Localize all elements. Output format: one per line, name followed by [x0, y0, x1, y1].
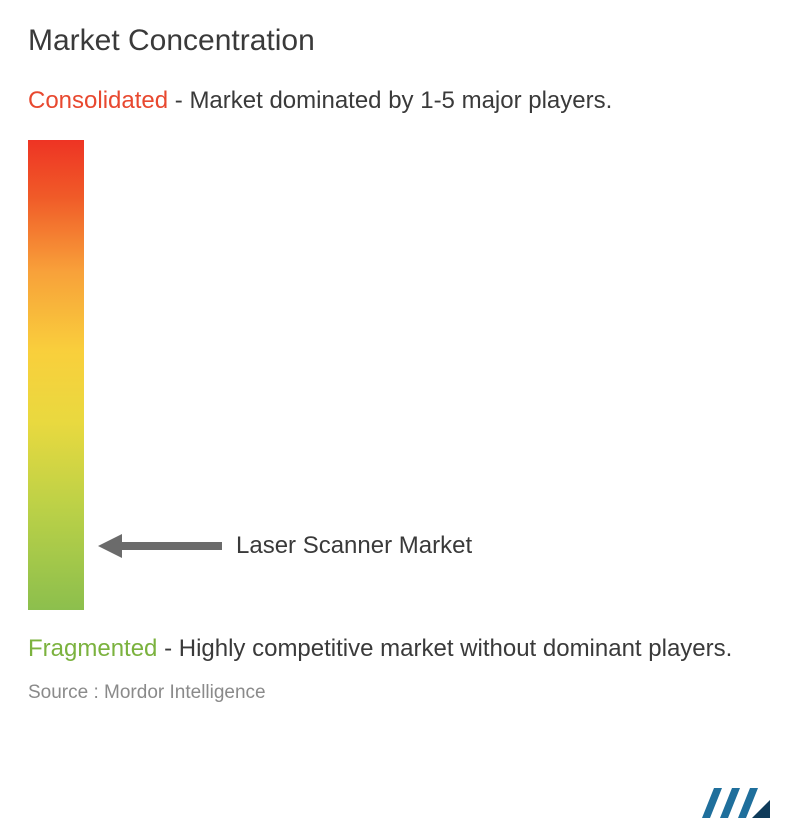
gradient-bar	[28, 140, 84, 610]
legend-consolidated-desc: - Market dominated by 1-5 major players.	[168, 87, 612, 114]
page-title: Market Concentration	[28, 24, 768, 58]
market-pointer: Laser Scanner Market	[98, 532, 472, 560]
arrow-left-icon	[98, 534, 226, 558]
legend-fragmented: Fragmented - Highly competitive market w…	[28, 634, 768, 664]
source-attribution: Source : Mordor Intelligence	[28, 682, 768, 704]
legend-consolidated-key: Consolidated	[28, 87, 168, 114]
legend-fragmented-desc: - Highly competitive market without domi…	[157, 635, 732, 662]
legend-fragmented-key: Fragmented	[28, 635, 157, 662]
concentration-scale: Laser Scanner Market	[28, 140, 768, 610]
market-pointer-label: Laser Scanner Market	[236, 532, 472, 560]
legend-consolidated: Consolidated - Market dominated by 1-5 m…	[28, 86, 768, 116]
mordor-logo-icon	[700, 778, 772, 820]
